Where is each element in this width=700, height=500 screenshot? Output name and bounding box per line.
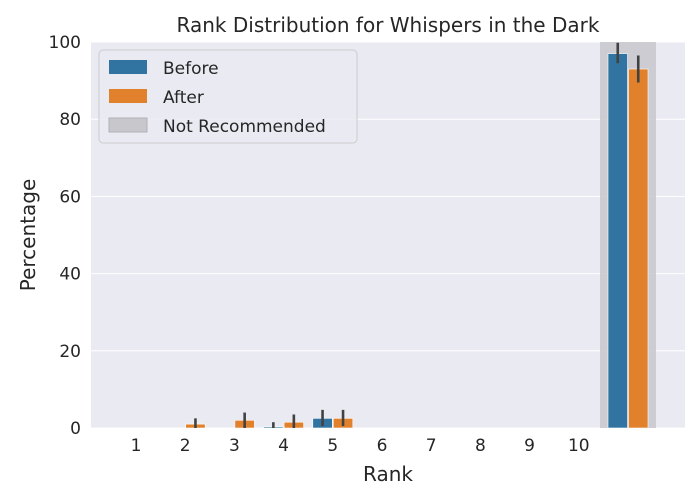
legend-label-after: After — [163, 88, 204, 108]
x-tick-label: 7 — [426, 436, 437, 456]
legend-box — [98, 49, 358, 144]
legend-swatch-not-recommended — [108, 117, 148, 133]
x-axis-label: Rank — [363, 462, 413, 486]
bar-after — [628, 68, 649, 429]
x-tick-label: 2 — [180, 436, 191, 456]
legend-swatch-after — [109, 89, 147, 103]
chart-title: Rank Distribution for Whispers in the Da… — [177, 13, 600, 37]
y-tick-label: 100 — [49, 33, 81, 53]
x-tick-label: 4 — [278, 436, 289, 456]
x-tick-label: 9 — [524, 436, 535, 456]
y-tick-label: 40 — [59, 265, 81, 285]
legend-label-not-recommended: Not Recommended — [163, 117, 326, 137]
x-tick-label: 8 — [475, 436, 486, 456]
error-bars — [194, 42, 640, 428]
legend: Before After Not Recommended — [98, 49, 358, 144]
x-tick-labels: 1 2 3 4 5 6 7 8 9 10 — [131, 436, 590, 456]
legend-label-before: Before — [163, 59, 219, 79]
x-tick-label: 5 — [327, 436, 338, 456]
legend-swatch-before — [109, 60, 147, 74]
x-tick-label: 10 — [568, 436, 590, 456]
y-axis-label: Percentage — [16, 179, 40, 292]
y-tick-label: 80 — [59, 110, 81, 130]
x-tick-label: 1 — [131, 436, 142, 456]
x-tick-label: 3 — [229, 436, 240, 456]
y-tick-labels: 0 20 40 60 80 100 — [49, 33, 81, 439]
y-tick-label: 0 — [70, 419, 81, 439]
bar-before — [607, 53, 628, 429]
y-tick-label: 60 — [59, 187, 81, 207]
y-tick-label: 20 — [59, 342, 81, 362]
x-tick-label: 6 — [377, 436, 388, 456]
